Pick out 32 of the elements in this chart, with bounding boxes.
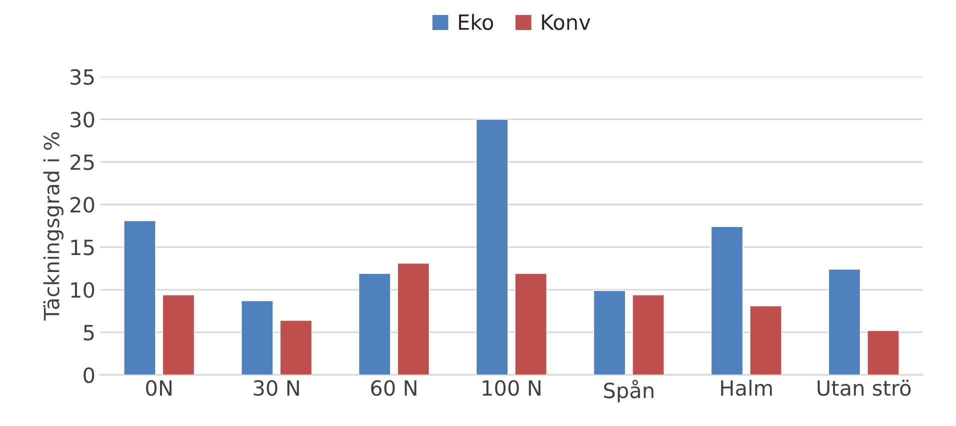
y-tick-label: 10 [71,282,94,298]
bar [866,330,900,375]
y-tick-label: 25 [70,154,94,170]
bar [397,262,430,375]
x-tick-label: 30 N [254,380,299,396]
bar [123,220,156,375]
x-tick-label: 100 N [482,380,540,396]
y-tick-label: 0 [84,367,94,384]
x-tick-label: 60 N [371,380,416,396]
legend-label: Konv [542,14,590,30]
y-tick-label: 5 [84,325,94,340]
bar [476,118,508,375]
x-tick-label: Halm [721,380,772,396]
y-tick-label: 35 [70,69,94,85]
x-tick-label: 0N [146,380,172,396]
y-tick-label: 15 [71,240,94,256]
bar [514,273,548,375]
bar [710,226,744,375]
legend-label: Eko [459,14,494,30]
y-tick-label: 30 [70,112,94,128]
bar [632,294,665,375]
bar [240,300,274,375]
bar [280,320,312,375]
x-tick-label: Spån [604,380,654,402]
y-axis-title: Täckningsgrad i % [43,132,64,321]
bar [358,273,391,375]
bar [593,290,626,375]
bar [828,268,861,375]
bar [749,305,782,375]
x-tick-label: Utan strö [818,380,911,396]
bar [162,294,195,375]
y-tick-label: 20 [70,196,94,213]
